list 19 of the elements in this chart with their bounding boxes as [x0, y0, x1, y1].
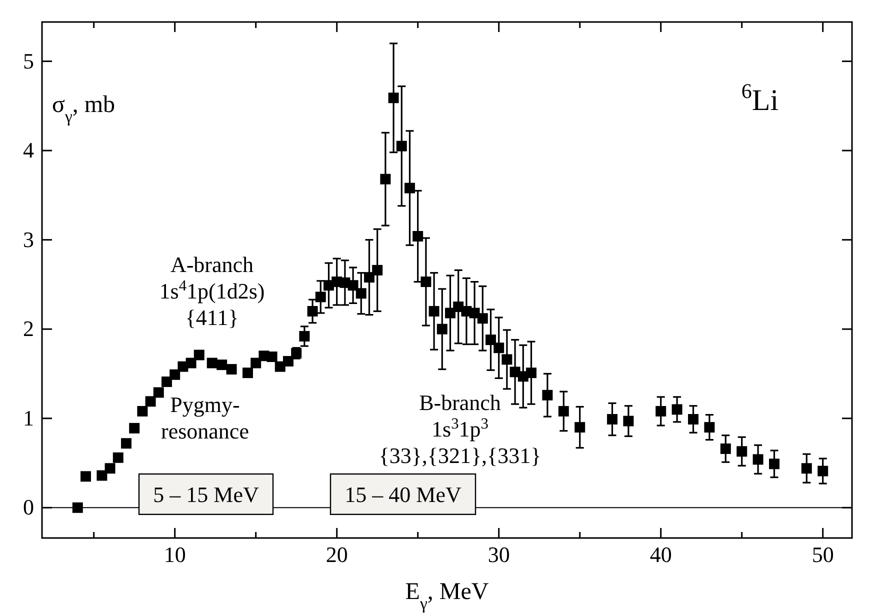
annotation: A-branch 1s$^{4}$1p(1d2s) {411}	[159, 252, 265, 330]
annotation: $^{6}$Li	[741, 79, 779, 117]
annotation: 5 – 15 MeV	[153, 482, 259, 507]
x-tick-label: 50	[812, 542, 834, 567]
y-tick-label: 1	[23, 405, 34, 430]
y-tick-label: 5	[23, 48, 34, 74]
annotation: 15 – 40 MeV	[344, 482, 462, 507]
annotation: B-branch 1s$^{3}$1p$^{3}$ {33},{321},{331}	[378, 390, 542, 468]
y-tick-label: 4	[23, 138, 34, 163]
y-tick-label: 0	[23, 494, 34, 520]
annotation: Pygmy- resonance	[161, 392, 249, 444]
x-tick-label: 40	[650, 542, 672, 567]
x-tick-label: 20	[326, 542, 348, 567]
x-axis-title: E$_{γ}$, MeV	[405, 579, 490, 612]
y-tick-label: 3	[23, 226, 34, 252]
y-axis-title: σ$_{γ}$, mb	[52, 92, 116, 126]
x-tick-label: 30	[488, 542, 510, 567]
y-tick-label: 2	[23, 316, 34, 342]
x-tick-label: 10	[164, 542, 186, 567]
